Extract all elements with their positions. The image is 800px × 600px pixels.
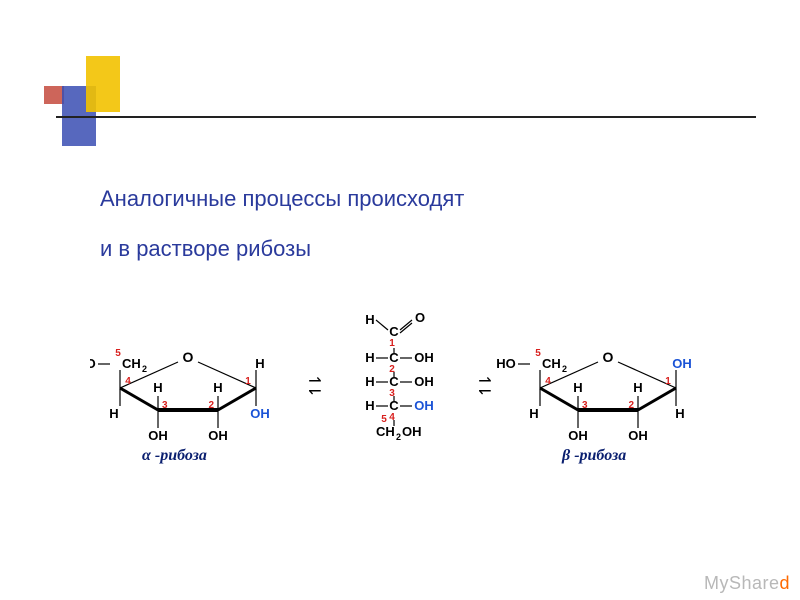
svg-text:1: 1 [245,376,251,387]
deco-red-block [44,86,64,104]
svg-text:O: O [415,310,425,325]
svg-text:H: H [213,380,222,395]
svg-text:H: H [365,312,374,327]
svg-text:OH: OH [414,350,434,365]
svg-text:2: 2 [562,364,567,374]
svg-text:OH: OH [414,374,434,389]
svg-text:2: 2 [208,400,214,411]
svg-text:5: 5 [535,348,541,359]
svg-text:5: 5 [381,414,387,425]
svg-text:H: H [675,406,684,421]
svg-text:C: C [389,324,399,339]
svg-text:OH: OH [414,398,434,413]
svg-text:5: 5 [115,348,121,359]
svg-text:↽: ↽ [308,383,321,400]
svg-text:H: H [529,406,538,421]
svg-text:OH: OH [148,428,168,443]
svg-text:↽: ↽ [478,383,491,400]
svg-text:H: H [255,356,264,371]
header-rule [56,116,756,118]
svg-text:HO: HO [496,356,516,371]
svg-text:4: 4 [125,376,131,387]
svg-text:1: 1 [389,338,395,349]
svg-text:O: O [603,349,614,365]
svg-text:OH: OH [628,428,648,443]
svg-text:H: H [633,380,642,395]
svg-text:C: C [389,374,399,389]
svg-text:3: 3 [582,400,588,411]
watermark: MyShared [704,573,790,594]
svg-text:H: H [365,398,374,413]
diagram-svg: OHHOCH254HOH3HOH21HOH⇀↽HCO1HCOH2HCOH3HCO… [90,310,710,500]
svg-text:OH: OH [250,406,270,421]
body-line-1: Аналогичные процессы происходят [100,180,660,218]
watermark-text: MyShare [704,573,780,593]
svg-text:2: 2 [628,400,634,411]
svg-text:α -рибоза: α -рибоза [142,447,207,464]
svg-text:4: 4 [545,376,551,387]
svg-text:CH: CH [122,356,141,371]
svg-text:H: H [365,374,374,389]
svg-text:β -рибоза: β -рибоза [561,447,626,464]
svg-text:C: C [389,398,399,413]
svg-text:HO: HO [90,356,96,371]
svg-text:O: O [183,349,194,365]
svg-text:C: C [389,350,399,365]
svg-text:H: H [365,350,374,365]
svg-text:H: H [573,380,582,395]
svg-text:OH: OH [208,428,228,443]
svg-text:OH: OH [402,424,422,439]
svg-text:OH: OH [672,356,692,371]
svg-text:3: 3 [162,400,168,411]
svg-text:2: 2 [142,364,147,374]
svg-text:2: 2 [396,432,401,442]
body-line-2: и в растворе рибозы [100,230,660,268]
svg-text:H: H [109,406,118,421]
svg-text:CH: CH [542,356,561,371]
corner-decoration [44,56,164,146]
deco-yellow-block [86,56,120,112]
ribose-tautomer-diagram: OHHOCH254HOH3HOH21HOH⇀↽HCO1HCOH2HCOH3HCO… [90,310,710,500]
body-text: Аналогичные процессы происходят и в раст… [100,180,660,268]
svg-text:OH: OH [568,428,588,443]
svg-text:CH: CH [376,424,395,439]
watermark-accent: d [779,573,790,593]
svg-text:H: H [153,380,162,395]
svg-text:1: 1 [665,376,671,387]
